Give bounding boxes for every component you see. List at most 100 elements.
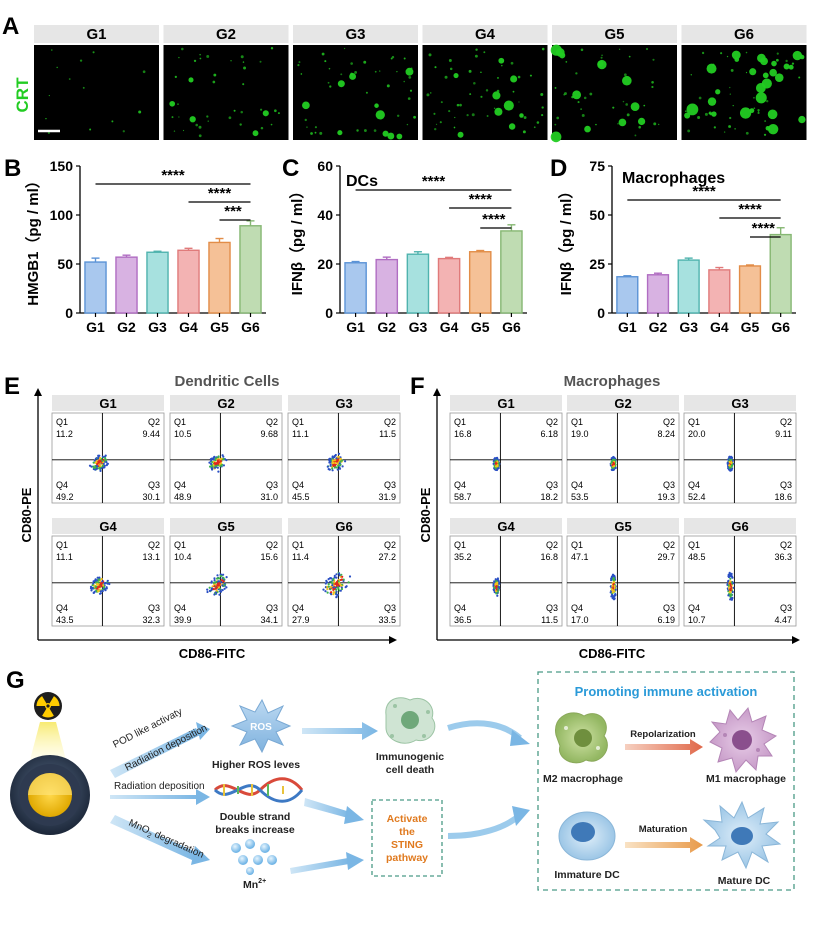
micrograph-group-label: G5 — [604, 26, 624, 43]
event-dot — [104, 581, 107, 585]
crt-signal-spot — [260, 126, 264, 130]
event-dot — [96, 576, 99, 579]
crt-signal-spot — [749, 68, 757, 76]
flow-plot-g5: G5 Q1 47.1 Q2 29.7 Q4 17.0 Q3 6.19 — [566, 518, 680, 627]
q2-value: 9.68 — [260, 429, 278, 439]
event-dot — [731, 597, 734, 600]
x-tick-label: G3 — [409, 319, 428, 335]
crt-signal-spot — [68, 78, 71, 80]
flow-plot-frame — [51, 412, 165, 504]
event-dot — [729, 580, 732, 583]
q3-label: Q3 — [546, 603, 558, 613]
event-dot — [324, 590, 327, 593]
q2-label: Q2 — [384, 417, 396, 427]
crt-signal-spot — [453, 126, 456, 129]
q3-value: 31.9 — [378, 492, 396, 502]
event-dot — [329, 588, 332, 591]
q1-label: Q1 — [571, 540, 583, 550]
x-tick-label: G6 — [771, 319, 790, 335]
x-axis-arrow — [389, 636, 397, 644]
x-tick-label: G5 — [210, 319, 229, 335]
event-dot — [495, 592, 498, 595]
crt-signal-spot — [374, 103, 379, 108]
event-dot — [730, 464, 733, 467]
crt-signal-spot — [757, 111, 760, 115]
event-dot — [213, 456, 216, 459]
event-dot — [215, 589, 218, 592]
crt-signal-spot — [373, 129, 377, 132]
event-dot — [222, 580, 225, 583]
bar — [406, 253, 430, 314]
event-dot — [101, 455, 104, 458]
flow-plot-frame — [449, 412, 563, 504]
crt-signal-spot — [310, 132, 313, 135]
crt-signal-spot — [583, 96, 587, 100]
crt-signal-spot — [454, 116, 456, 119]
crt-signal-spot — [563, 93, 566, 96]
mn-label: Mn2+ — [243, 878, 266, 891]
crt-signal-spot — [340, 73, 343, 76]
crt-signal-spot — [319, 131, 323, 135]
q4-label: Q4 — [688, 603, 700, 613]
q3-value: 34.1 — [260, 615, 278, 625]
bar — [616, 276, 639, 314]
crt-signal-spot — [403, 80, 405, 83]
event-dot — [108, 582, 111, 586]
q4-label: Q4 — [292, 480, 304, 490]
q3-value: 18.2 — [540, 492, 558, 502]
event-dot — [330, 593, 333, 596]
crt-signal-spot — [240, 110, 243, 114]
crt-signal-spot — [766, 99, 769, 103]
event-dot — [219, 574, 222, 578]
event-dot — [97, 579, 100, 582]
q1-value: 48.5 — [688, 552, 706, 562]
event-dot — [730, 575, 734, 578]
crt-signal-spot — [409, 89, 413, 92]
micrograph-group-label: G4 — [475, 26, 496, 43]
flow-plot-header — [567, 395, 679, 411]
crt-signal-spot — [480, 95, 483, 98]
immature-dc-icon — [558, 811, 616, 861]
crt-signal-spot — [494, 107, 503, 116]
event-dot — [220, 581, 223, 584]
crt-signal-spot — [350, 62, 353, 65]
crt-signal-spot — [652, 58, 655, 61]
chart-title: DCs — [346, 173, 378, 190]
event-dot — [730, 461, 733, 464]
crt-signal-spot — [230, 59, 232, 62]
crt-signal-spot — [356, 129, 359, 132]
y-tick-label: 150 — [50, 158, 74, 174]
event-dot — [336, 462, 339, 465]
crt-signal-spot — [755, 92, 767, 104]
bar — [239, 225, 262, 314]
bar — [708, 269, 731, 314]
crt-signal-spot — [252, 130, 259, 137]
event-dot — [614, 466, 617, 470]
significance-stars: **** — [161, 167, 185, 184]
q1-value: 16.8 — [454, 429, 472, 439]
crt-signal-spot — [686, 103, 699, 116]
flow-plot-group-label: G6 — [335, 519, 352, 534]
event-dot — [208, 586, 211, 589]
crt-signal-spot — [739, 107, 752, 119]
q1-label: Q1 — [292, 417, 304, 427]
event-dot — [331, 456, 334, 459]
crt-signal-spot — [262, 110, 269, 117]
event-dot — [214, 591, 217, 594]
q1-label: Q1 — [454, 540, 466, 550]
event-dot — [333, 466, 337, 469]
crt-signal-spot — [711, 111, 717, 117]
event-dot — [102, 586, 105, 589]
event-dot — [493, 457, 496, 460]
crt-signal-spot — [731, 50, 741, 60]
event-dot — [331, 582, 334, 585]
x-tick-label: G4 — [179, 319, 198, 335]
crt-signal-spot — [540, 93, 544, 96]
y-tick-label: 20 — [317, 256, 333, 272]
event-dot — [94, 468, 97, 471]
event-dot — [208, 589, 211, 593]
panel-letter-g: G — [6, 667, 25, 694]
crt-signal-spot — [522, 130, 526, 134]
q1-value: 19.0 — [571, 429, 589, 439]
bar — [208, 241, 231, 314]
